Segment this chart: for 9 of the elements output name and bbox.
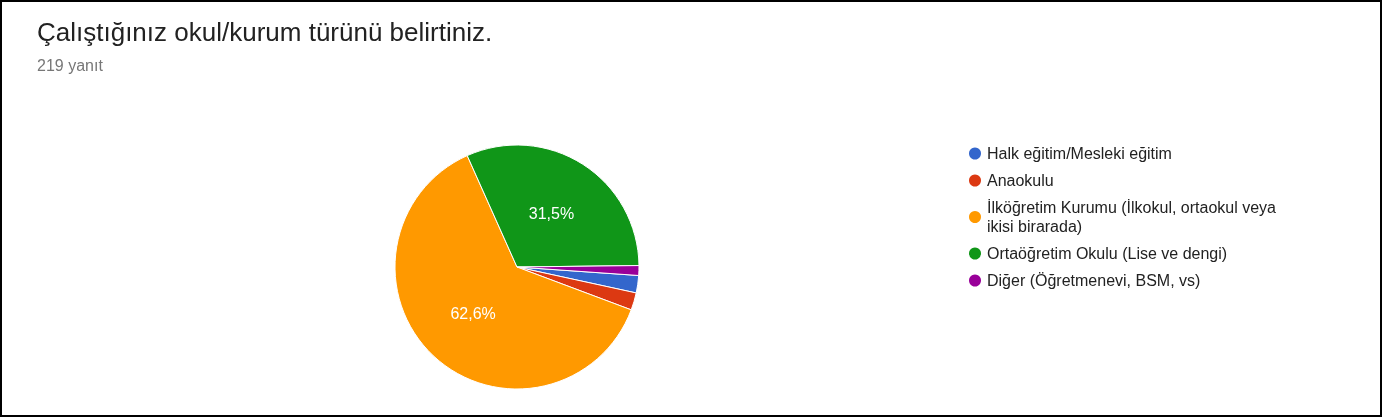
text: 219 yanıt [37, 56, 104, 74]
data-label: 62,6% [450, 305, 496, 323]
chart-title: Çalıştığınız okul/kurum türünü belirtiniz. [37, 17, 493, 47]
legend-label: İlköğretim Kurumu (İlkokul, ortaokul veya ikisi birarada) [987, 198, 1281, 235]
legend-label: Diğer (Öğretmenevi, BSM, vs) [987, 272, 1201, 289]
legend-label: Halk eğitim/Mesleki eğitim [987, 145, 1172, 162]
legend-label: Anaokulu [987, 172, 1054, 189]
data-label: 31,5% [528, 204, 575, 222]
legend-label: Ortaöğretim Okulu (Lise ve dengi) [987, 245, 1228, 262]
